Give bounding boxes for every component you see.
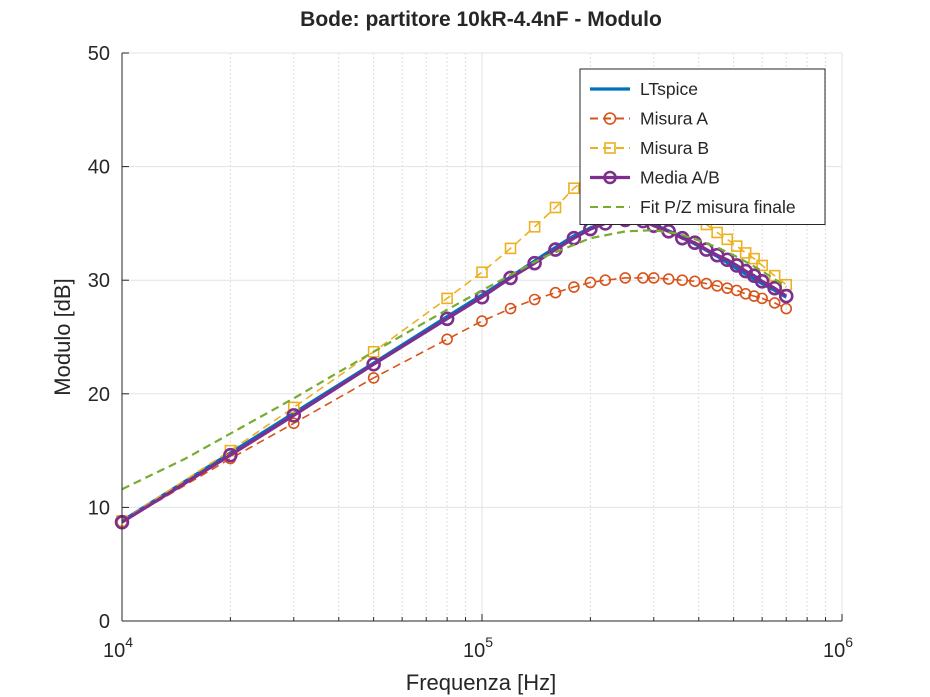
legend-label: Fit P/Z misura finale [640,197,796,217]
data-point [748,290,760,302]
data-point [568,281,580,293]
data-point [599,274,612,287]
data-point [619,272,632,284]
data-point [748,252,760,265]
data-point [549,201,562,214]
data-point [286,408,302,423]
data-point [647,272,660,284]
y-tick-label: 10 [88,497,110,519]
data-point [739,288,752,300]
x-tick-label: 106 [823,634,853,662]
data-point [528,293,541,306]
legend-label: Misura B [640,138,709,158]
data-point [476,315,488,327]
x-axis-label: Frequenza [Hz] [406,670,556,695]
x-tick-label: 105 [463,634,493,662]
data-point [366,356,381,372]
legend-item: Misura B [590,138,709,158]
legend-label: Misura A [640,109,708,129]
y-tick-label: 20 [88,384,110,406]
y-tick-label: 0 [99,611,110,633]
data-point [780,302,793,315]
y-axis-label: Modulo [dB] [50,278,75,395]
legend-item: Fit P/Z misura finale [590,197,796,217]
data-point [549,286,562,299]
data-point [476,266,488,279]
data-point [504,242,517,255]
data-point [700,277,713,290]
data-point [711,226,723,239]
data-point [287,401,300,414]
data-point [568,182,580,194]
chart-title: Bode: partitore 10kR-4.4nF - Modulo [300,8,662,31]
data-point [439,311,455,327]
data-point [756,259,768,272]
data-point [584,276,597,289]
data-point [767,280,782,296]
data-point [674,230,690,246]
legend-label: Media A/B [640,168,720,188]
data-point [778,288,794,304]
y-tick-label: 50 [88,43,110,65]
data-point [503,270,518,286]
legend-marker [604,142,616,154]
data-point [528,221,541,233]
legend-marker [603,170,617,185]
legend-item: Misura A [590,109,708,129]
data-point [754,274,770,289]
data-point [768,297,781,309]
data-point [441,292,453,305]
data-point [441,333,453,346]
legend-label: LTspice [640,79,698,99]
data-point [527,255,542,271]
data-point [367,372,380,384]
data-point [367,345,380,358]
data-point [721,233,734,246]
y-tick-label: 30 [88,270,110,292]
plot-area: 0 10 20 30 40 50 104 105 106 LTspice Misura A Misur… [88,43,853,662]
data-point [676,274,689,287]
data-point [662,273,675,285]
data-point [223,447,238,463]
data-point [504,302,517,315]
legend-box [579,68,826,225]
data-point [687,235,703,251]
legend-marker [603,112,617,125]
series-line [121,277,787,523]
data-point [287,417,300,430]
data-point [688,275,701,288]
x-tick-label: 104 [103,634,133,662]
legend-item: LTspice [590,79,698,99]
legend-item: Media A/B [590,168,720,188]
y-tick-label: 40 [88,157,110,179]
data-point [756,292,768,305]
data-point [730,240,743,252]
legend: LTspice Misura A Misura B Media A/B Fit P/Z … [579,68,826,225]
